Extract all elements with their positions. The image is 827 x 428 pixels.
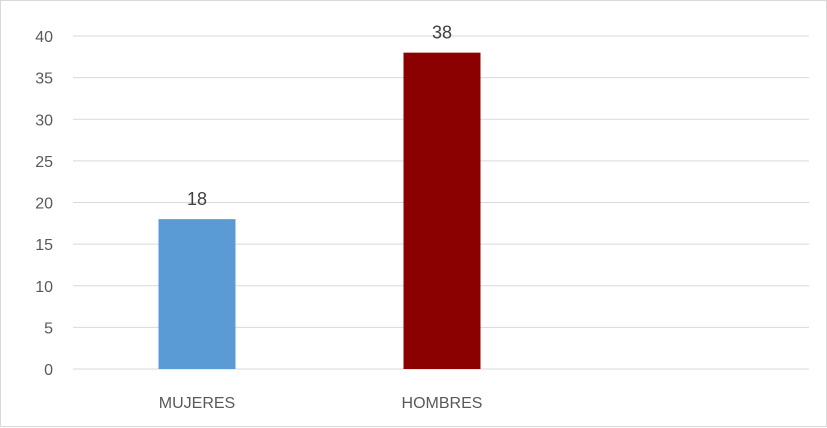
y-tick-label: 30 [35, 112, 53, 129]
y-tick-label: 40 [35, 29, 53, 46]
y-tick-label: 15 [35, 237, 53, 254]
y-tick-label: 35 [35, 71, 53, 88]
x-tick-label: MUJERES [159, 395, 235, 412]
y-tick-label: 0 [44, 362, 53, 379]
y-tick-label: 20 [35, 196, 53, 213]
y-axis-tick-labels: 0 5 10 15 20 25 30 35 40 [35, 29, 53, 379]
y-tick-label: 10 [35, 279, 53, 296]
bars [158, 52, 481, 370]
data-label: 38 [432, 23, 452, 43]
y-tick-label: 25 [35, 154, 53, 171]
x-tick-label: HOMBRES [402, 395, 483, 412]
data-label: 18 [187, 189, 207, 209]
bar-hombres [403, 52, 481, 370]
x-axis-tick-labels: MUJERES HOMBRES [159, 395, 483, 412]
bar-mujeres [158, 219, 236, 369]
y-tick-label: 5 [44, 320, 53, 337]
